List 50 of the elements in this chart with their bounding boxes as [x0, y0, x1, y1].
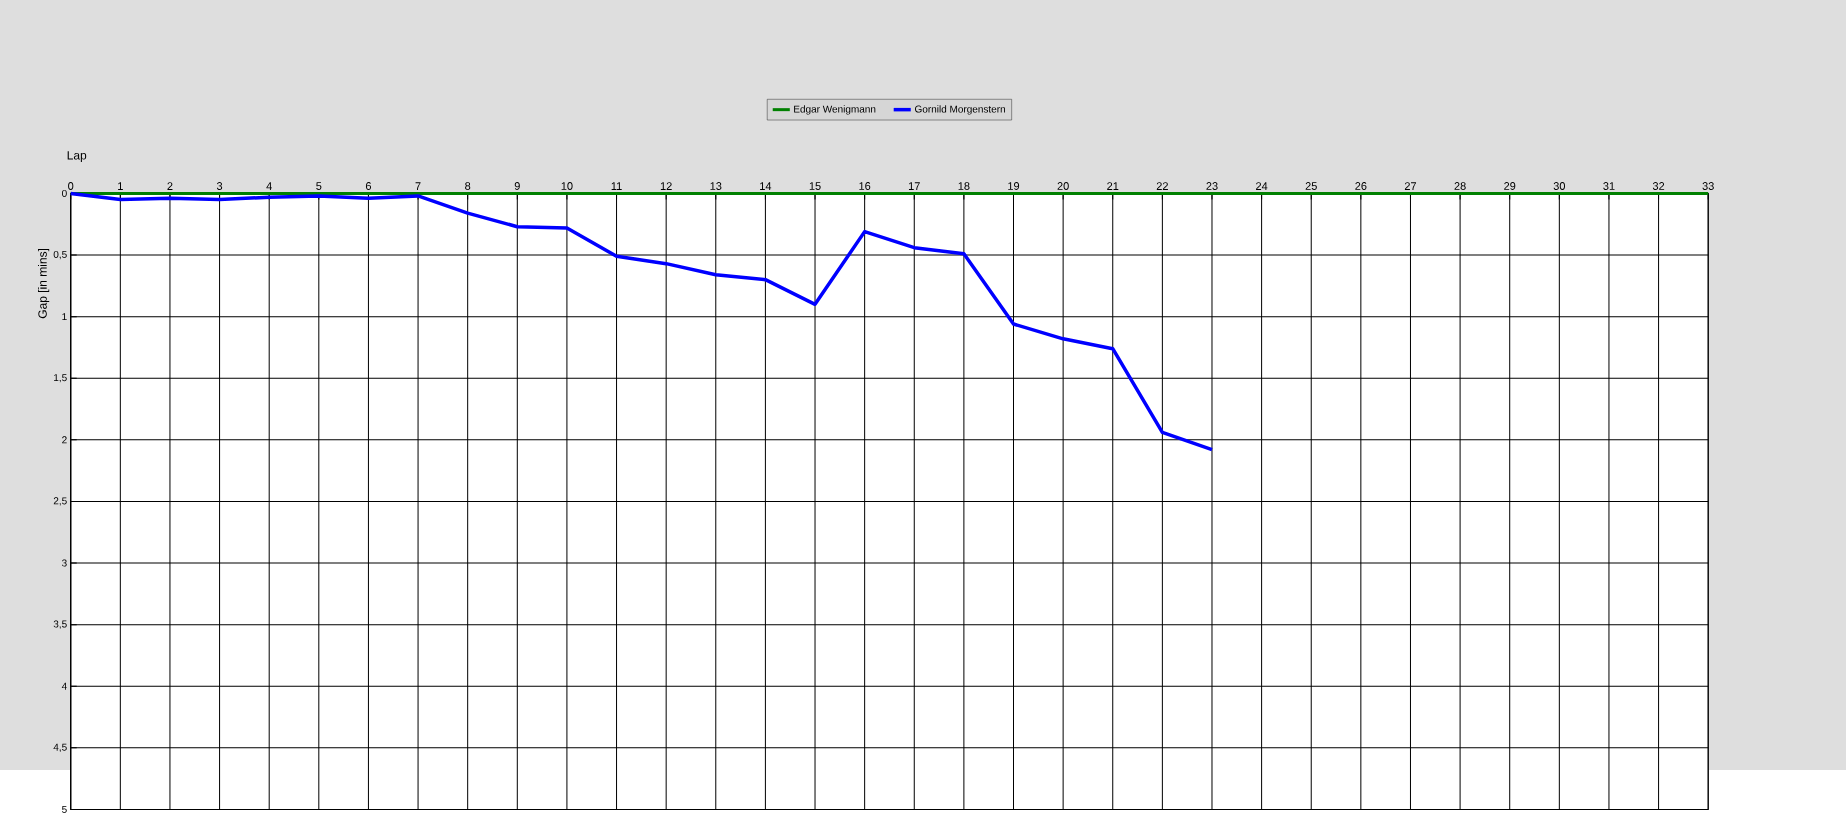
x-tick-label: 11	[611, 182, 622, 190]
legend-label: Edgar Wenigmann	[794, 105, 876, 115]
y-tick-label: 1	[62, 313, 67, 320]
legend-label: Gornild Morgenstern	[915, 105, 1005, 115]
x-tick-label: 1	[118, 182, 123, 190]
x-tick-label: 28	[1454, 182, 1466, 190]
x-tick-label: 29	[1504, 182, 1516, 190]
x-tick-label: 23	[1206, 182, 1218, 190]
x-tick-label: 2	[167, 182, 173, 190]
x-tick-label: 16	[859, 182, 871, 190]
x-tick-label: 9	[514, 182, 520, 190]
x-tick-label: 13	[710, 182, 722, 190]
x-tick-label: 12	[660, 182, 672, 190]
x-tick-label: 7	[415, 182, 421, 190]
y-axis-title: Gap [in mins]	[38, 248, 50, 319]
y-tick-label: 4,5	[53, 743, 67, 752]
x-tick-label: 32	[1652, 182, 1665, 190]
x-tick-label: 20	[1057, 182, 1069, 190]
x-tick-label: 27	[1404, 182, 1417, 190]
x-tick-label: 8	[465, 182, 471, 190]
y-tick-label: 3,5	[53, 620, 67, 629]
x-tick-label: 30	[1553, 182, 1566, 190]
y-tick-label: 0	[62, 189, 67, 197]
x-tick-label: 4	[266, 182, 272, 190]
x-tick-label: 24	[1256, 182, 1268, 190]
x-tick-label: 21	[1107, 182, 1119, 190]
x-tick-label: 33	[1702, 182, 1714, 190]
x-tick-label: 10	[561, 182, 573, 190]
x-tick-label: 22	[1156, 182, 1168, 190]
y-tick-label: 2,5	[53, 497, 67, 506]
y-tick-label: 1,5	[54, 374, 67, 383]
y-tick-label: 3	[61, 559, 67, 567]
y-tick-label: 4	[61, 682, 67, 690]
x-tick-label: 17	[908, 182, 920, 190]
x-tick-label: 5	[316, 182, 322, 190]
x-tick-label: 25	[1305, 182, 1317, 190]
x-axis-title: Lap	[67, 151, 87, 162]
x-tick-label: 15	[809, 182, 821, 190]
x-tick-label: 19	[1008, 182, 1020, 190]
x-tick-label: 0	[68, 182, 74, 190]
line-series	[68, 191, 1214, 452]
x-tick-label: 26	[1355, 182, 1367, 190]
x-tick-label: 18	[958, 182, 970, 190]
y-tick-label: 0,5	[53, 250, 67, 260]
y-tick-label: 2	[62, 436, 67, 444]
x-tick-label: 31	[1603, 182, 1615, 190]
x-tick-label: 6	[365, 182, 372, 190]
x-tick-label: 14	[760, 182, 772, 190]
y-tick-label: 5	[62, 805, 67, 813]
x-tick-label: 3	[216, 182, 223, 190]
